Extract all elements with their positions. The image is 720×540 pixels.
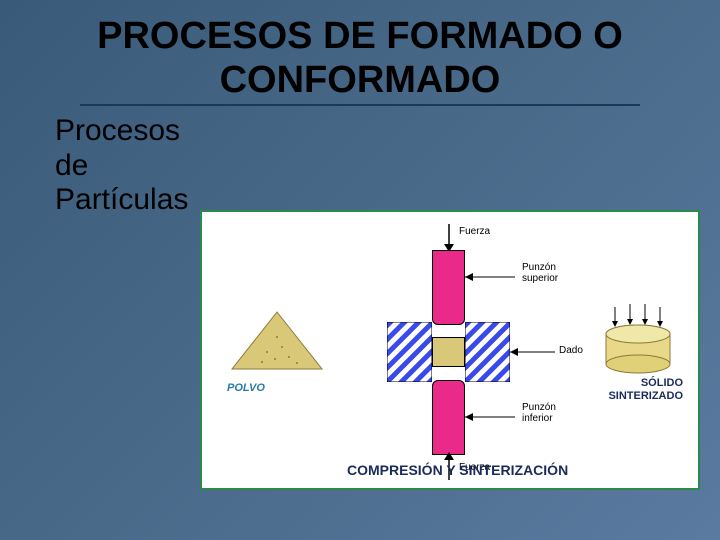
title-line-2: CONFORMADO: [220, 59, 501, 101]
powder-triangle: [227, 307, 327, 377]
subtitle-line-1: Procesos: [55, 114, 180, 147]
compression-label: COMPRESIÓN Y SINTERIZACIÓN: [347, 462, 568, 478]
sintered-line-1: SÓLIDO: [641, 377, 683, 389]
subtitle-line-3: Partículas: [55, 183, 188, 216]
slide-title: PROCESOS DE FORMADO O CONFORMADO: [80, 0, 640, 106]
punch-bottom-label: Punzón inferior: [522, 402, 582, 424]
die-right: [465, 322, 510, 382]
sintered-solid-icon: [600, 302, 680, 382]
punch-bottom: [432, 380, 465, 455]
diagram-container: POLVO Fuerza Punzón superior: [200, 210, 700, 490]
title-line-1: PROCESOS DE FORMADO O: [97, 15, 623, 57]
sintered-line-2: SINTERIZADO: [608, 390, 683, 402]
dado-label: Dado: [559, 345, 583, 356]
punch-top: [432, 250, 465, 325]
press-diagram: Fuerza Punzón superior: [357, 222, 597, 462]
die-left: [387, 322, 432, 382]
punch-top-label: Punzón superior: [522, 262, 582, 284]
powder-pile-icon: [227, 307, 327, 382]
sintered-label: SÓLIDO SINTERIZADO: [608, 377, 683, 403]
force-top-label: Fuerza: [459, 226, 490, 237]
powder-compact: [432, 337, 465, 367]
slide-subtitle: Procesos de Partículas: [0, 106, 720, 218]
subtitle-line-2: de: [55, 149, 88, 182]
powder-label: POLVO: [227, 382, 265, 394]
